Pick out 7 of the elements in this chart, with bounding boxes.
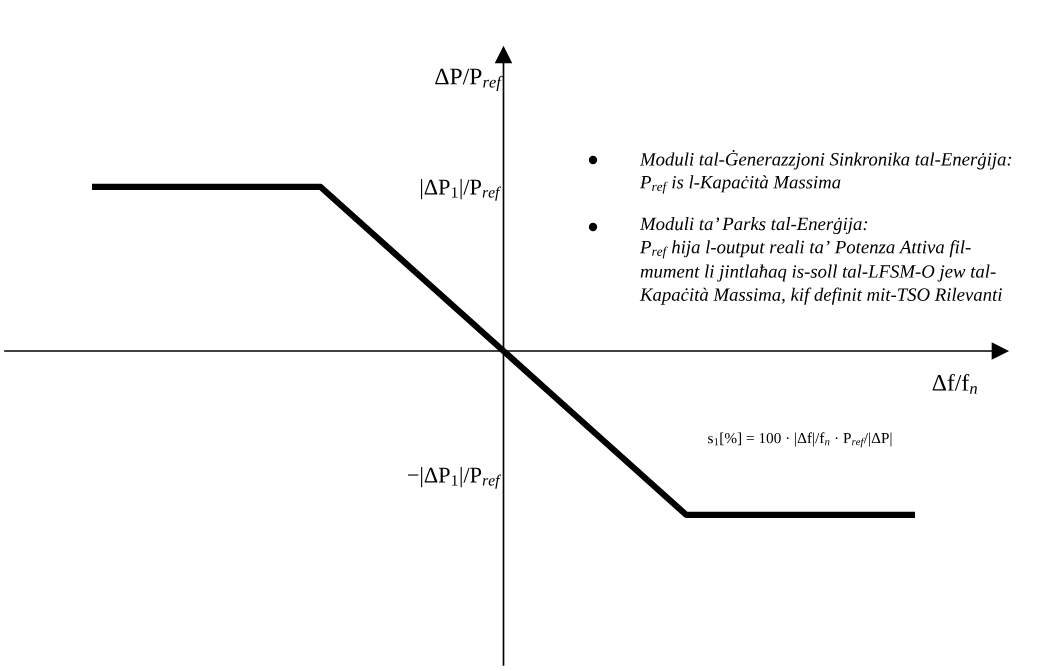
annotation: Moduli ta’ Parks tal-Enerġija: P$_{ref}$ hija l-output reali ta’ Potenza Attiva fil- mument li jintlaħaq is-soll tal-LFSM-O jew tal- Kapaċità Massima, kif definit mit-TSO Rilevanti — [639, 217, 1002, 305]
annotation: |ΔP$_{1}$|/P$_{ref}$ — [421, 179, 502, 201]
annotation: Moduli tal-Ġenerazzjoni Sinkronika tal-Enerġija: P$_{ref}$ is l-Kapaċità Massima — [639, 150, 1012, 194]
x-axis-title: Δf/f$_{n}$ — [932, 373, 977, 394]
annotation: s$_{1}$[%] = 100 · |Δf|/f$_{n}$ · P$_{ref}$/|ΔP| — [708, 432, 892, 448]
y-axis-title: ΔP/P$_{ref}$ — [435, 68, 503, 92]
annotation: −|ΔP$_{1}$|/P$_{ref}$ — [408, 467, 502, 489]
